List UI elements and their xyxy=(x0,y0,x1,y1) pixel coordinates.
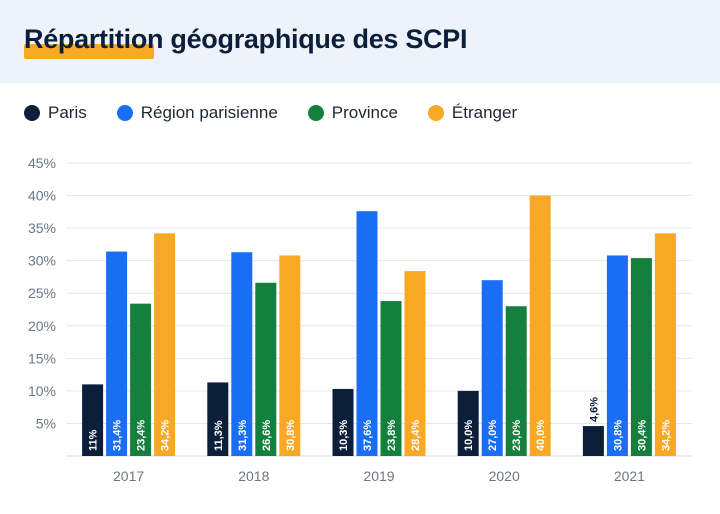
bar-r-gion-parisienne-2021 xyxy=(606,255,628,456)
legend-swatch-province xyxy=(307,105,324,121)
y-tick-label: 25% xyxy=(28,285,56,301)
bar-value-label: 37,6% xyxy=(362,420,374,451)
bar-r-gion-parisienne-2017 xyxy=(106,251,128,456)
legend-label-etranger: Étranger xyxy=(451,103,518,122)
legend-item-province: Province xyxy=(307,103,398,123)
legend-item-region-parisienne: Région parisienne xyxy=(116,103,278,123)
header-banner: Répartition géographique des SCPI xyxy=(0,0,720,83)
bar--tranger-2021 xyxy=(654,233,676,456)
bar-value-label: 30,8% xyxy=(285,420,297,451)
y-tick-label: 10% xyxy=(28,383,56,399)
legend-label-province: Province xyxy=(331,103,398,122)
bar-province-2020 xyxy=(505,306,527,456)
bar--tranger-2018 xyxy=(279,255,301,456)
bar-paris-2021 xyxy=(582,426,604,456)
bar-province-2018 xyxy=(255,282,277,456)
bar-value-label: 28,4% xyxy=(410,420,422,451)
legend-label-region-parisienne: Région parisienne xyxy=(140,103,278,122)
bar-value-label: 26,6% xyxy=(261,420,273,451)
bar-value-label: 23,4% xyxy=(136,420,148,451)
bar-value-label: 30,4% xyxy=(636,420,648,451)
bar-r-gion-parisienne-2018 xyxy=(231,252,253,456)
bar-value-label: 31,4% xyxy=(112,420,124,451)
bar-paris-2020 xyxy=(457,390,479,456)
bar-province-2019 xyxy=(380,301,402,456)
bar-r-gion-parisienne-2019 xyxy=(356,211,378,456)
bar-value-label: 30,8% xyxy=(612,420,624,451)
bar-paris-2018 xyxy=(207,382,229,456)
bar-value-label: 40,0% xyxy=(535,420,547,451)
y-tick-label: 35% xyxy=(28,220,56,236)
legend-swatch-paris xyxy=(24,105,40,121)
x-tick-label: 2019 xyxy=(363,468,394,484)
bar-r-gion-parisienne-2020 xyxy=(481,280,503,456)
bar--tranger-2020 xyxy=(529,195,551,457)
legend-label-paris: Paris xyxy=(48,103,87,122)
bar-paris-2019 xyxy=(332,388,354,456)
bar-value-label: 31,3% xyxy=(237,420,249,451)
bar-value-label: 34,2% xyxy=(660,420,672,451)
bar--tranger-2019 xyxy=(404,271,426,456)
x-tick-label: 2020 xyxy=(489,468,520,484)
y-tick-label: 45% xyxy=(28,155,56,171)
y-tick-label: 30% xyxy=(28,253,56,269)
chart-legend: Paris Région parisienne Province Étrange… xyxy=(24,100,547,126)
legend-swatch-etranger xyxy=(427,105,444,121)
legend-swatch-region-parisienne xyxy=(116,105,133,121)
bar-paris-2017 xyxy=(82,384,104,456)
y-tick-label: 40% xyxy=(28,188,56,204)
x-tick-label: 2017 xyxy=(113,468,144,484)
legend-item-etranger: Étranger xyxy=(427,103,518,123)
x-tick-label: 2018 xyxy=(238,468,269,484)
bar-value-label: 11% xyxy=(88,429,100,451)
bar-province-2017 xyxy=(130,303,152,456)
bar-chart: 5% 10% 15% 20% 25% 30% 35% 40% 45% 11% 31,4% 23,4% 3… xyxy=(28,155,692,484)
bar-value-label: 23,8% xyxy=(386,420,398,451)
page-title: Répartition géographique des SCPI xyxy=(24,24,468,54)
bar-value-label: 27,0% xyxy=(487,420,499,451)
bar--tranger-2017 xyxy=(154,233,176,456)
bar-value-label: 10,0% xyxy=(463,420,475,451)
x-tick-label: 2021 xyxy=(614,468,645,484)
bar-value-label: 11,3% xyxy=(213,420,225,451)
title-accent-underline xyxy=(24,44,154,59)
bar-value-label: 34,2% xyxy=(160,420,172,451)
y-tick-label: 5% xyxy=(36,415,56,431)
legend-item-paris: Paris xyxy=(24,103,87,123)
y-tick-label: 20% xyxy=(28,318,56,334)
bar-value-label: 10,3% xyxy=(338,420,350,451)
bar-province-2021 xyxy=(630,258,652,456)
y-tick-label: 15% xyxy=(28,350,56,366)
bar-value-label: 23,0% xyxy=(511,420,523,451)
bar-value-label: 4,6% xyxy=(588,397,600,422)
